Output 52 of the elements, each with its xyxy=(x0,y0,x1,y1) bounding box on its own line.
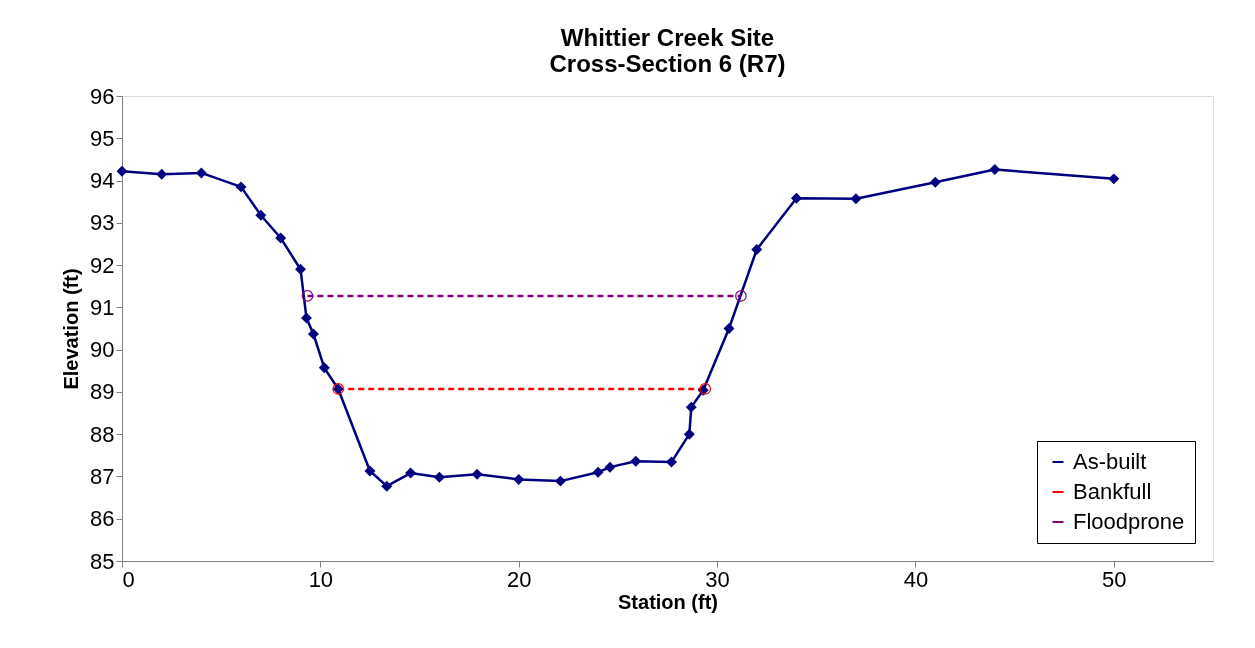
legend-label: Bankfull xyxy=(1073,479,1152,504)
x-axis-title: Station (ft) xyxy=(618,590,718,613)
point xyxy=(433,471,445,483)
point xyxy=(850,193,862,205)
y-tick-label: 85 xyxy=(90,548,115,574)
point xyxy=(989,164,1001,176)
y-tick-label: 89 xyxy=(90,379,115,405)
point xyxy=(513,473,525,485)
x-tick-label: 50 xyxy=(1102,566,1127,592)
point xyxy=(381,480,393,492)
point xyxy=(295,263,306,275)
x-tick-label: 20 xyxy=(506,566,532,592)
y-tick-label: 93 xyxy=(90,210,115,236)
point xyxy=(255,209,267,221)
point xyxy=(604,461,616,473)
point xyxy=(156,168,168,180)
y-tick-label: 94 xyxy=(90,168,115,194)
point xyxy=(318,362,330,374)
point xyxy=(929,176,941,188)
y-tick-label: 92 xyxy=(90,252,115,278)
y-tick-label: 86 xyxy=(90,506,115,532)
point xyxy=(1108,173,1120,185)
point xyxy=(364,465,376,477)
point xyxy=(471,468,483,480)
y-tick-label: 91 xyxy=(90,294,115,320)
chart-title: Whittier Creek Site Cross-Section 6 (R7) xyxy=(549,24,786,77)
point xyxy=(735,290,747,302)
y-tick-label: 87 xyxy=(90,463,115,489)
point xyxy=(275,232,287,244)
legend-label: As-built xyxy=(1073,449,1147,474)
x-tick-label: 30 xyxy=(705,566,730,592)
x-tick-label: 40 xyxy=(903,566,929,592)
x-tick-label: 0 xyxy=(122,566,135,592)
point xyxy=(790,192,802,204)
point xyxy=(301,312,312,324)
point xyxy=(301,290,314,302)
x-tick-label: 10 xyxy=(308,566,334,592)
y-tick-label: 96 xyxy=(90,83,115,109)
point xyxy=(751,243,763,255)
point xyxy=(405,467,417,479)
point xyxy=(307,328,319,340)
point xyxy=(116,165,128,177)
point xyxy=(235,181,247,193)
point xyxy=(685,401,697,413)
y-tick-label: 90 xyxy=(90,337,115,363)
y-tick-label: 95 xyxy=(90,125,115,151)
y-axis-title: Elevation (ft) xyxy=(60,268,83,390)
point xyxy=(683,428,695,440)
point xyxy=(630,455,642,467)
y-tick-label: 88 xyxy=(90,421,115,447)
point xyxy=(592,466,604,478)
legend-label: Floodprone xyxy=(1073,509,1185,534)
